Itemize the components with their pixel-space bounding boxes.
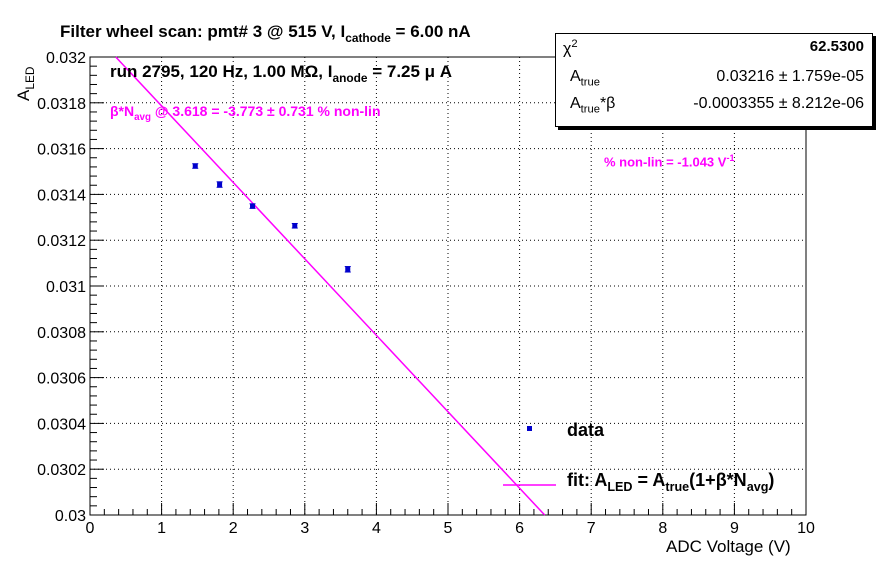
x-tick-label: 3 [300,520,309,537]
beta-label: Atrue*β [570,95,616,116]
data-point [216,181,223,188]
y-tick-label: 0.032 [46,50,86,67]
point-marker [192,163,198,169]
fit-line-group [115,56,546,516]
data-points [192,163,351,273]
point-marker [250,203,256,209]
y-tick-label: 0.0312 [37,233,86,250]
x-tick-label: 10 [797,520,815,537]
atrue-value: 0.03216 ± 1.759e-05 [716,68,864,85]
x-tick-label: 7 [587,520,596,537]
y-tick-label: 0.031 [46,279,86,296]
chi2-label: χ2 [563,38,578,58]
chi2-value: 62.5300 [809,38,864,55]
y-tick-label: 0.0316 [37,142,86,159]
legend-data-label: data [567,420,605,440]
y-tick-label: 0.0304 [37,416,86,433]
fit-line [115,56,546,516]
nonlin-annotation: % non-lin = -1.043 V-1 [604,153,735,170]
x-tick-label: 8 [658,520,667,537]
x-axis-label: ADC Voltage (V) [666,537,791,556]
legend-markers [503,426,556,486]
y-tick-labels: 0.03 0.0302 0.0304 0.0306 0.0308 0.031 0.0312 0… [37,50,86,525]
y-tick-label: 0.0308 [37,325,86,342]
x-tick-label: 9 [730,520,739,537]
data-point [291,222,298,229]
y-axis-label: ALED [14,66,37,101]
x-tick-label: 5 [444,520,453,537]
atrue-label: Atrue [570,68,600,89]
x-tick-label: 1 [157,520,166,537]
y-tick-label: 0.0306 [37,371,86,388]
data-point [249,203,256,209]
data-point [344,266,351,273]
x-tick-label: 6 [515,520,524,537]
y-tick-label: 0.0318 [37,96,86,113]
legend-fit-label: fit: ALED = Atrue(1+β*Navg) [567,470,775,495]
y-tick-label: 0.0302 [37,462,86,479]
x-tick-label: 4 [372,520,381,537]
point-marker [292,223,298,229]
axis-ticks [89,56,807,516]
data-point [192,163,199,169]
chart-title: Filter wheel scan: pmt# 3 @ 515 V, Icath… [60,22,471,45]
y-tick-label: 0.0314 [37,187,86,204]
x-tick-label: 0 [86,520,95,537]
stats-box: χ2 62.5300 Atrue 0.03216 ± 1.759e-05 Atr… [555,33,873,127]
beta-value: -0.0003355 ± 8.212e-06 [693,95,864,112]
point-marker [217,182,223,188]
point-marker [345,266,351,272]
beta-annotation: β*Navg @ 3.618 = -3.773 ± 0.731 % non-li… [110,103,381,123]
chart-subtitle: run 2795, 120 Hz, 1.00 MΩ, Ianode = 7.25… [110,62,453,85]
y-tick-label: 0.03 [55,508,86,525]
x-tick-label: 2 [229,520,238,537]
legend-data-marker [527,426,532,431]
x-tick-labels: 0 1 2 3 4 5 6 7 8 9 10 [86,520,815,537]
